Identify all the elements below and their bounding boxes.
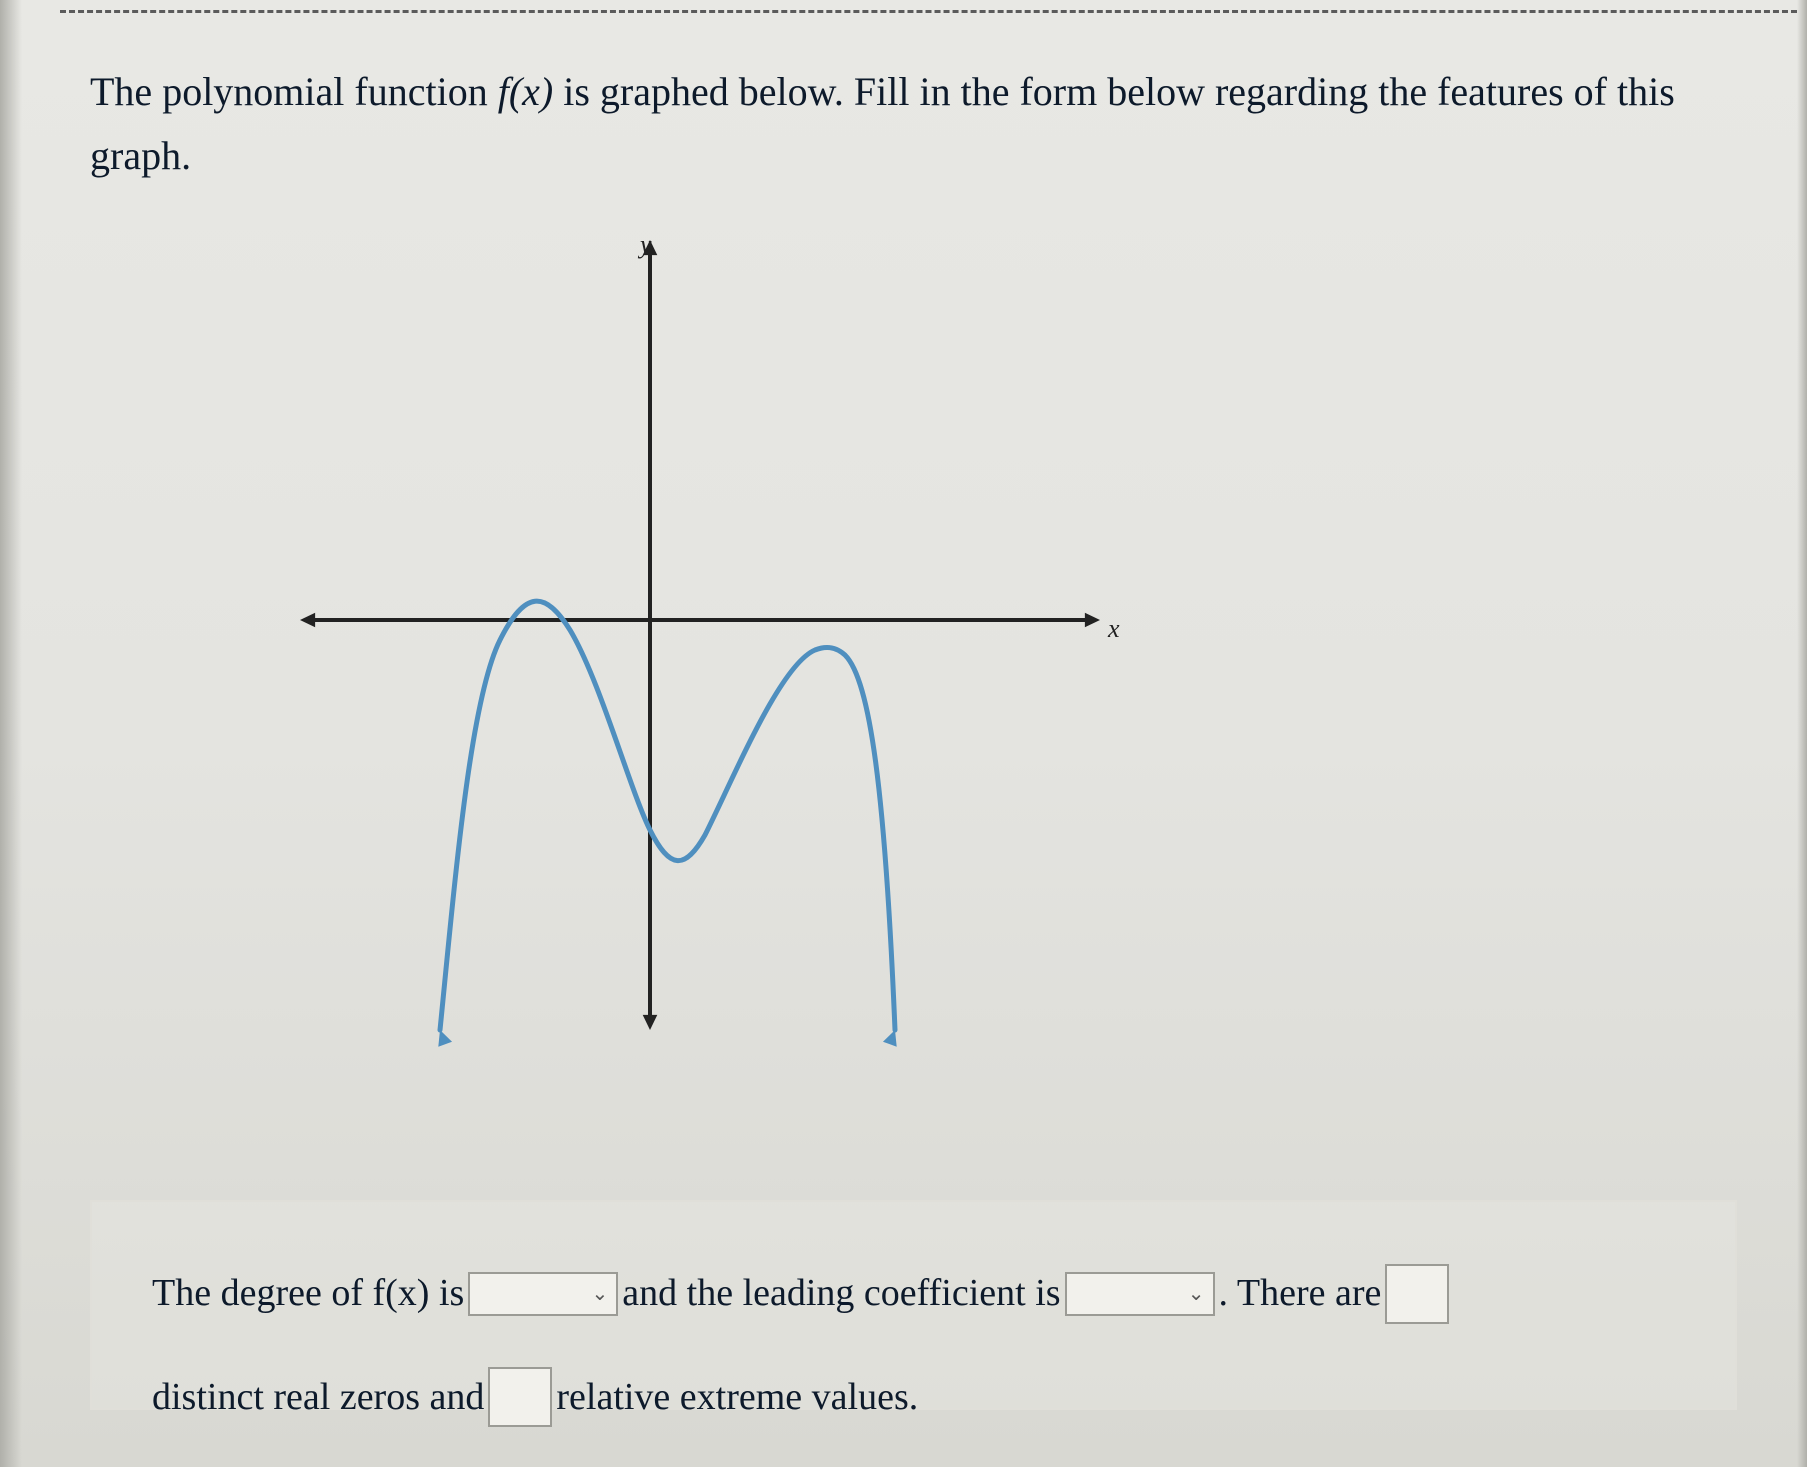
- graph-svg: [280, 230, 1140, 1050]
- y-axis-label: y: [640, 230, 652, 260]
- x-axis-label: x: [1108, 614, 1120, 644]
- answer-text-3: . There are: [1219, 1252, 1382, 1336]
- question-fx: f(x): [498, 69, 554, 114]
- question-pre: The polynomial function: [90, 69, 498, 114]
- answer-line: The degree of f(x) is ⌄ and the leading …: [152, 1252, 1675, 1439]
- answer-panel: The degree of f(x) is ⌄ and the leading …: [90, 1200, 1737, 1410]
- page-shadow-left: [0, 0, 22, 1467]
- page: The polynomial function f(x) is graphed …: [0, 0, 1807, 1467]
- degree-dropdown[interactable]: ⌄: [468, 1272, 618, 1316]
- question-text: The polynomial function f(x) is graphed …: [90, 60, 1737, 188]
- graph: y x: [280, 230, 1100, 1050]
- answer-text-1: The degree of f(x) is: [152, 1252, 464, 1336]
- answer-text-2: and the leading coefficient is: [622, 1252, 1060, 1336]
- page-shadow-right: [1797, 0, 1807, 1467]
- extrema-input[interactable]: [488, 1367, 552, 1427]
- answer-text-4: distinct real zeros and: [152, 1356, 484, 1440]
- leading-coeff-dropdown[interactable]: ⌄: [1065, 1272, 1215, 1316]
- chevron-down-icon: ⌄: [1188, 1272, 1205, 1316]
- section-divider: [60, 10, 1797, 13]
- chevron-down-icon: ⌄: [592, 1272, 609, 1316]
- zeros-input[interactable]: [1385, 1264, 1449, 1324]
- answer-text-5: relative extreme values.: [556, 1356, 918, 1440]
